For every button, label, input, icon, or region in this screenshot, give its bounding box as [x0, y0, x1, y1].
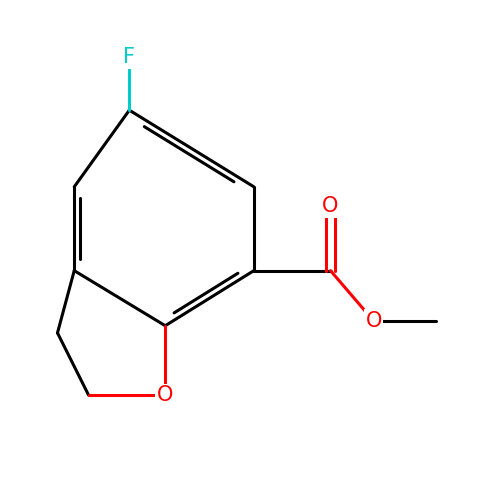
Text: O: O — [322, 196, 339, 216]
Text: O: O — [157, 385, 173, 405]
Text: F: F — [123, 47, 136, 68]
Text: O: O — [365, 311, 382, 331]
